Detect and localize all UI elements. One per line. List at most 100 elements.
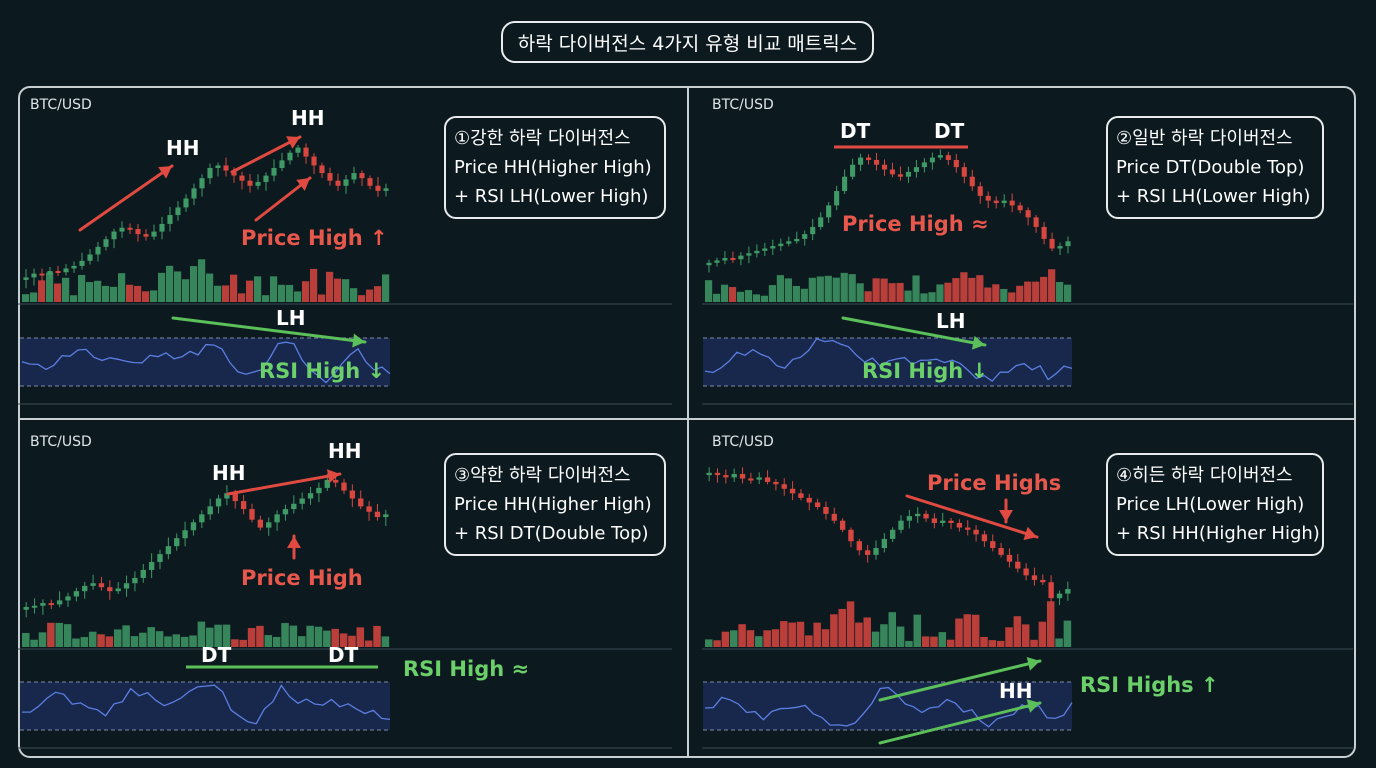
volume-bar — [880, 278, 888, 302]
panel2-rsi-arrow-head — [971, 335, 985, 350]
candle-body — [731, 473, 737, 478]
volume-bar — [888, 283, 896, 302]
volume-bar — [730, 630, 738, 647]
volume-bar — [855, 622, 863, 647]
candle-body — [71, 265, 77, 269]
panel4-rsi-arrow1-head — [1026, 657, 1040, 671]
candle-body — [723, 475, 729, 478]
candle-body — [856, 541, 862, 551]
volume-bar — [838, 608, 846, 647]
panel3-rsi-mark2: DT — [328, 643, 359, 667]
candle-body — [1031, 575, 1038, 580]
rsi-line — [704, 686, 1073, 728]
candle-body — [282, 509, 289, 515]
volume-bar — [190, 266, 198, 302]
volume-bar — [712, 293, 721, 302]
candle-body — [98, 583, 105, 588]
panel3-price-arrow — [226, 472, 342, 496]
volume-bar — [118, 273, 126, 302]
volume-bar — [231, 639, 239, 647]
candle-body — [215, 165, 221, 168]
volume-bar — [1021, 624, 1030, 647]
candle-body — [956, 522, 963, 528]
volume-bar — [55, 622, 63, 647]
candle-body — [335, 180, 341, 186]
candle-body — [1015, 561, 1021, 569]
candle-body — [239, 175, 245, 181]
panel1-price-arrow2-head — [286, 136, 300, 149]
candle-body — [311, 156, 317, 166]
candle-body — [123, 583, 130, 589]
rsi-band — [20, 682, 390, 730]
candle-body — [240, 501, 247, 510]
candle-body — [359, 173, 365, 179]
volume-bar — [1032, 281, 1040, 302]
panel4-rsi-mark: HH — [999, 679, 1033, 703]
volume-bar — [238, 293, 246, 302]
candle-body — [90, 583, 96, 586]
panel3-pair: BTC/USD — [30, 434, 92, 450]
volume-bar — [110, 286, 118, 302]
volume-bar — [1013, 616, 1022, 647]
volume-bar — [968, 277, 976, 302]
panel2-pair: BTC/USD — [712, 97, 774, 113]
volume-bar — [22, 294, 30, 302]
panel3-info-line1: ③약한 하락 다이버전스 — [454, 465, 631, 486]
volume-bar — [134, 285, 142, 302]
volume-bar — [904, 290, 912, 302]
volume-bar — [840, 272, 848, 302]
candle-body — [890, 529, 896, 539]
candle-body — [706, 262, 712, 266]
volume-bar — [952, 278, 960, 302]
candle-body — [789, 488, 796, 494]
candle-body — [182, 530, 188, 539]
candle-body — [190, 522, 197, 531]
candle-body — [1040, 579, 1046, 583]
candle-body — [866, 157, 872, 160]
volume-bar — [206, 273, 214, 302]
volume-bar — [306, 625, 314, 647]
candle-body — [115, 588, 121, 592]
panel1-rsi-mark: LH — [276, 306, 306, 330]
volume-bar — [256, 625, 264, 647]
volume-bar — [1064, 284, 1072, 302]
candle-body — [873, 159, 880, 165]
volume-bar — [114, 629, 122, 647]
volume-bar — [38, 632, 47, 647]
volume-bar — [198, 259, 206, 302]
volume-bar — [180, 636, 189, 647]
candle-body — [48, 603, 54, 606]
panel2-info-line3: + RSI LH(Lower High) — [1116, 186, 1311, 207]
volume-bar — [130, 636, 139, 647]
candle-body — [191, 188, 197, 199]
candle-body — [107, 587, 113, 592]
candle-body — [826, 205, 832, 218]
volume-bar — [374, 286, 382, 302]
volume-bar — [147, 627, 155, 647]
volume-bar — [846, 601, 855, 647]
panel1-rsi-label: RSI High ↓ — [259, 359, 386, 383]
volume-bar — [736, 291, 745, 302]
volume-bar — [323, 630, 331, 647]
candle-body — [823, 507, 829, 514]
volume-bar — [78, 274, 86, 302]
volume-bar — [158, 272, 166, 302]
volume-bar — [928, 292, 936, 302]
candle-body — [915, 513, 921, 517]
candle-body — [23, 607, 29, 610]
volume-bar — [72, 638, 80, 647]
candle-body — [1057, 246, 1063, 249]
volume-bar — [763, 630, 771, 647]
candle-body — [95, 246, 101, 255]
candle-body — [1065, 589, 1071, 594]
candle-body — [848, 529, 854, 542]
volume-bar — [746, 630, 755, 647]
volume-bar — [350, 288, 358, 302]
candle-body — [834, 191, 840, 206]
candle-body — [23, 277, 29, 280]
volume-bar — [848, 274, 856, 302]
candle-body — [993, 200, 999, 204]
candle-body — [897, 174, 904, 177]
candle-body — [839, 520, 846, 530]
